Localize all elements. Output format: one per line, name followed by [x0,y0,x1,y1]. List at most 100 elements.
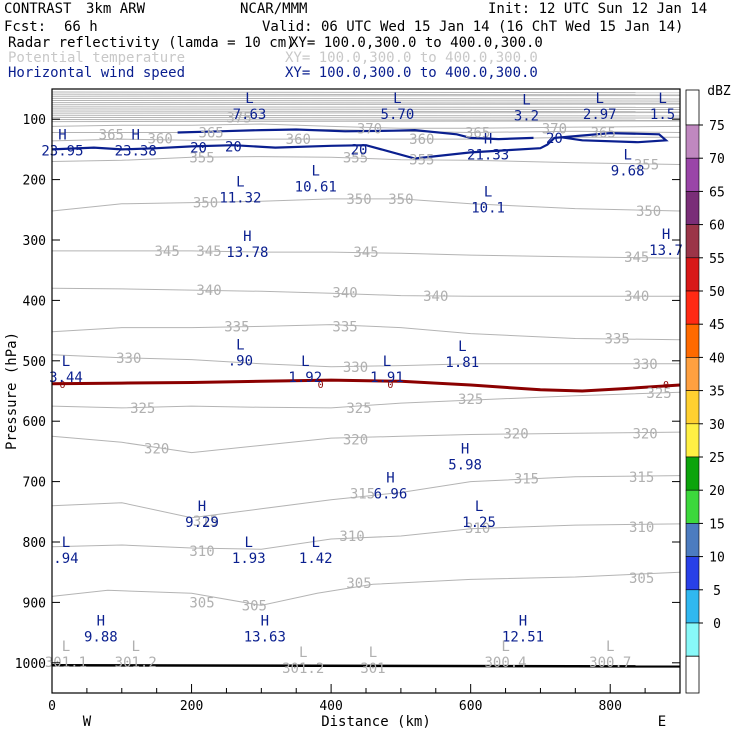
forecast-label: Fcst: [4,19,47,35]
wind-extremum-value: 13.78 [226,245,268,261]
isentrope-line-stratosphere [51,114,681,117]
isentrope-label: 370 [542,121,567,137]
wind-extremum-marker: L [62,354,70,370]
theta-extremum-value: 301 [360,661,385,677]
colorbar-segment [685,290,700,325]
colorbar-label: 40 [709,351,725,366]
colorbar-label: 60 [709,219,725,234]
isentrope-label: 320 [632,426,657,442]
isentrope-label: 365 [99,127,124,143]
isentrope-label: 350 [636,204,661,220]
isentrope-line [51,123,681,129]
isentrope-label: 340 [624,289,649,305]
isentrope-line-stratosphere [51,112,681,114]
wind-extremum-value: 23.38 [115,143,157,159]
wind-extremum-value: 9.68 [611,163,645,179]
isentrope-label: 310 [339,529,364,545]
colorbar-segment [685,157,700,192]
wind-extremum-value: 21.33 [467,148,509,164]
wind-extremum-value: 2.97 [583,107,617,123]
colorbar-label: 65 [709,185,725,200]
y-tick-label: 800 [23,536,46,551]
wind-extremum-value: 13.7 [649,243,683,259]
isentrope-label: 365 [198,125,223,141]
wind-extremum-marker: L [658,91,666,107]
isentrope-label: 355 [409,153,434,169]
colorbar-segment [685,257,700,292]
wind-extremum-marker: L [245,91,253,107]
wind-contour-label: 20 [546,131,563,147]
isentrope-line [51,431,681,454]
valid-time: Valid: 06 UTC Wed 15 Jan 14 (16 ChT Wed … [262,19,684,35]
wind-extremum-value: 7.63 [233,107,267,123]
program-name: CONTRAST [4,1,72,17]
wind-extremum-marker: L [458,339,466,355]
init-time: Init: 12 UTC Sun 12 Jan 14 [488,1,708,17]
colorbar-label: 35 [709,385,725,400]
colorbar-segment [685,357,700,391]
x-tick-label: 200 [180,699,203,714]
isentrope-label: 355 [189,150,214,166]
colorbar-label: 15 [709,517,725,532]
isentrope-line-stratosphere [51,108,681,111]
isentrope-label: 315 [629,470,654,486]
wind-contour-line [51,131,669,160]
y-tick-label: 300 [23,234,46,249]
freezing-level-label: 0 [318,380,324,391]
wind-extremum-marker: H [386,470,394,486]
wind-extremum-marker: L [522,92,530,108]
isentrope-line [51,198,681,212]
isentrope-line [51,391,681,409]
isentrope-label: 375 [226,110,251,126]
wind-extremum-marker: L [596,91,604,107]
wind-extremum-marker: L [475,499,483,515]
isentrope-line [51,475,681,519]
wind-extremum-marker: H [261,614,269,630]
wind-extremum-value: 1.25 [462,515,496,531]
y-tick-label: 900 [23,596,46,611]
isentrope-line [51,571,681,606]
wind-extremum-value: .90 [228,354,253,370]
isentrope-line [51,156,681,165]
wind-extremum-marker: L [245,535,253,551]
freezing-level-label: 0 [387,380,393,391]
colorbar-label: 10 [709,551,725,566]
theta-extremum-marker: L [369,645,377,661]
isentrope-line-stratosphere [51,99,681,102]
wind-extremum-value: .94 [53,551,78,567]
wind-extremum-value: 9.88 [84,630,118,646]
isentrope-line-stratosphere [51,95,681,97]
isentrope-line-stratosphere [51,93,681,96]
isentrope-label: 360 [148,132,173,148]
colorbar-segment [685,224,700,259]
y-tick-label: 400 [23,294,46,309]
wind-extremum-value: 1.5 [650,107,675,123]
wind-extremum-value: 1.92 [288,370,322,386]
wind-extremum-value: 10.1 [471,201,505,217]
wind-extremum-marker: L [236,338,244,354]
colorbar-label: 70 [709,152,725,167]
colorbar-segment [685,323,700,358]
isentrope-line-stratosphere [51,110,681,113]
isentrope-line [51,354,680,368]
isentrope-label: 325 [346,401,371,417]
wind-extremum-marker: L [623,147,631,163]
x-axis-label: Distance (km) [321,714,431,730]
y-tick-label: 200 [23,174,46,189]
field-xy-wind: XY= 100.0,300.0 to 400.0,300.0 [285,65,538,81]
wind-extremum-value: 1.91 [370,370,404,386]
colorbar-label: 5 [713,584,721,599]
isentrope-label: 335 [224,319,249,335]
isentrope-label: 355 [343,150,368,166]
colorbar-segment [685,589,700,624]
x-tick-label: 400 [319,699,342,714]
colorbar-segment [685,89,700,126]
field-xy-theta: XY= 100.0,300.0 to 400.0,300.0 [285,50,538,66]
wind-extremum-value: 3.44 [49,370,83,386]
wind-extremum-value: 13.63 [244,630,286,646]
theta-extremum-value: 300.7 [589,655,631,671]
wind-extremum-marker: H [519,614,527,630]
wind-extremum-marker: L [383,354,391,370]
isentrope-line [51,523,681,550]
